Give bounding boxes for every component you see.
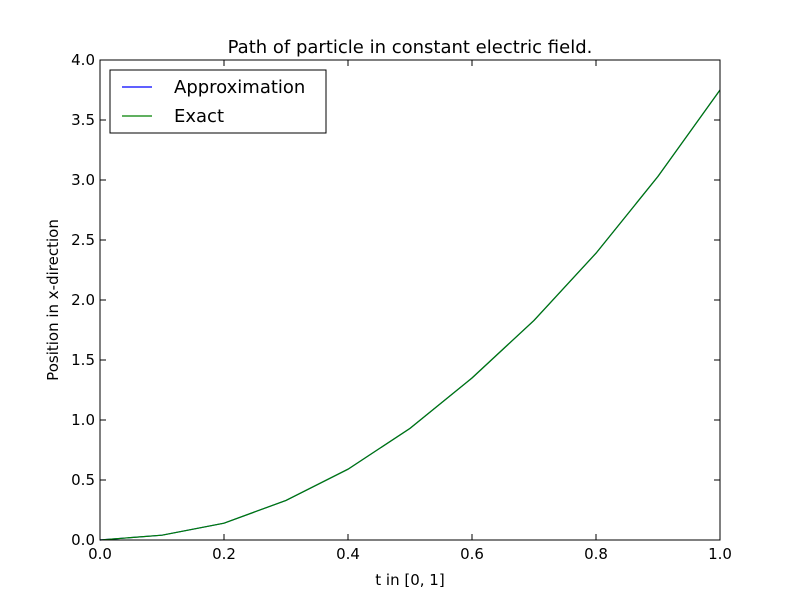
x-axis-label: t in [0, 1] [375,571,444,589]
y-tick-label: 3.0 [71,171,95,189]
legend-box [109,69,327,134]
x-tick-label: 1.0 [708,545,732,563]
chart-title: Path of particle in constant electric fi… [228,37,593,58]
series-layer [99,89,721,541]
legend-label-approximation: Approximation [174,77,305,98]
y-tick-label: 2.0 [71,291,95,309]
y-tick-label: 3.5 [71,111,95,129]
y-tick-label: 4.0 [71,51,95,69]
y-axis-label: Position in x-direction [44,219,62,381]
y-tick-label: 2.5 [71,231,95,249]
ticks-layer: 0.0 0.2 0.4 0.6 0.8 1.0 0.0 0.5 1.0 1.5 2.0 2.5 3.0 3… [71,51,732,563]
series-line-exact [99,89,721,541]
legend-label-exact: Exact [174,106,224,127]
x-tick-label: 0.0 [88,545,112,563]
y-tick-label: 1.0 [71,411,95,429]
x-tick-label: 0.8 [584,545,608,563]
legend: Approximation Exact [109,69,327,134]
y-tick-label: 0.0 [71,531,95,549]
x-tick-label: 0.4 [336,545,360,563]
x-tick-label: 0.2 [212,545,236,563]
y-tick-label: 1.5 [71,351,95,369]
x-tick-label: 0.6 [460,545,484,563]
y-tick-label: 0.5 [71,471,95,489]
